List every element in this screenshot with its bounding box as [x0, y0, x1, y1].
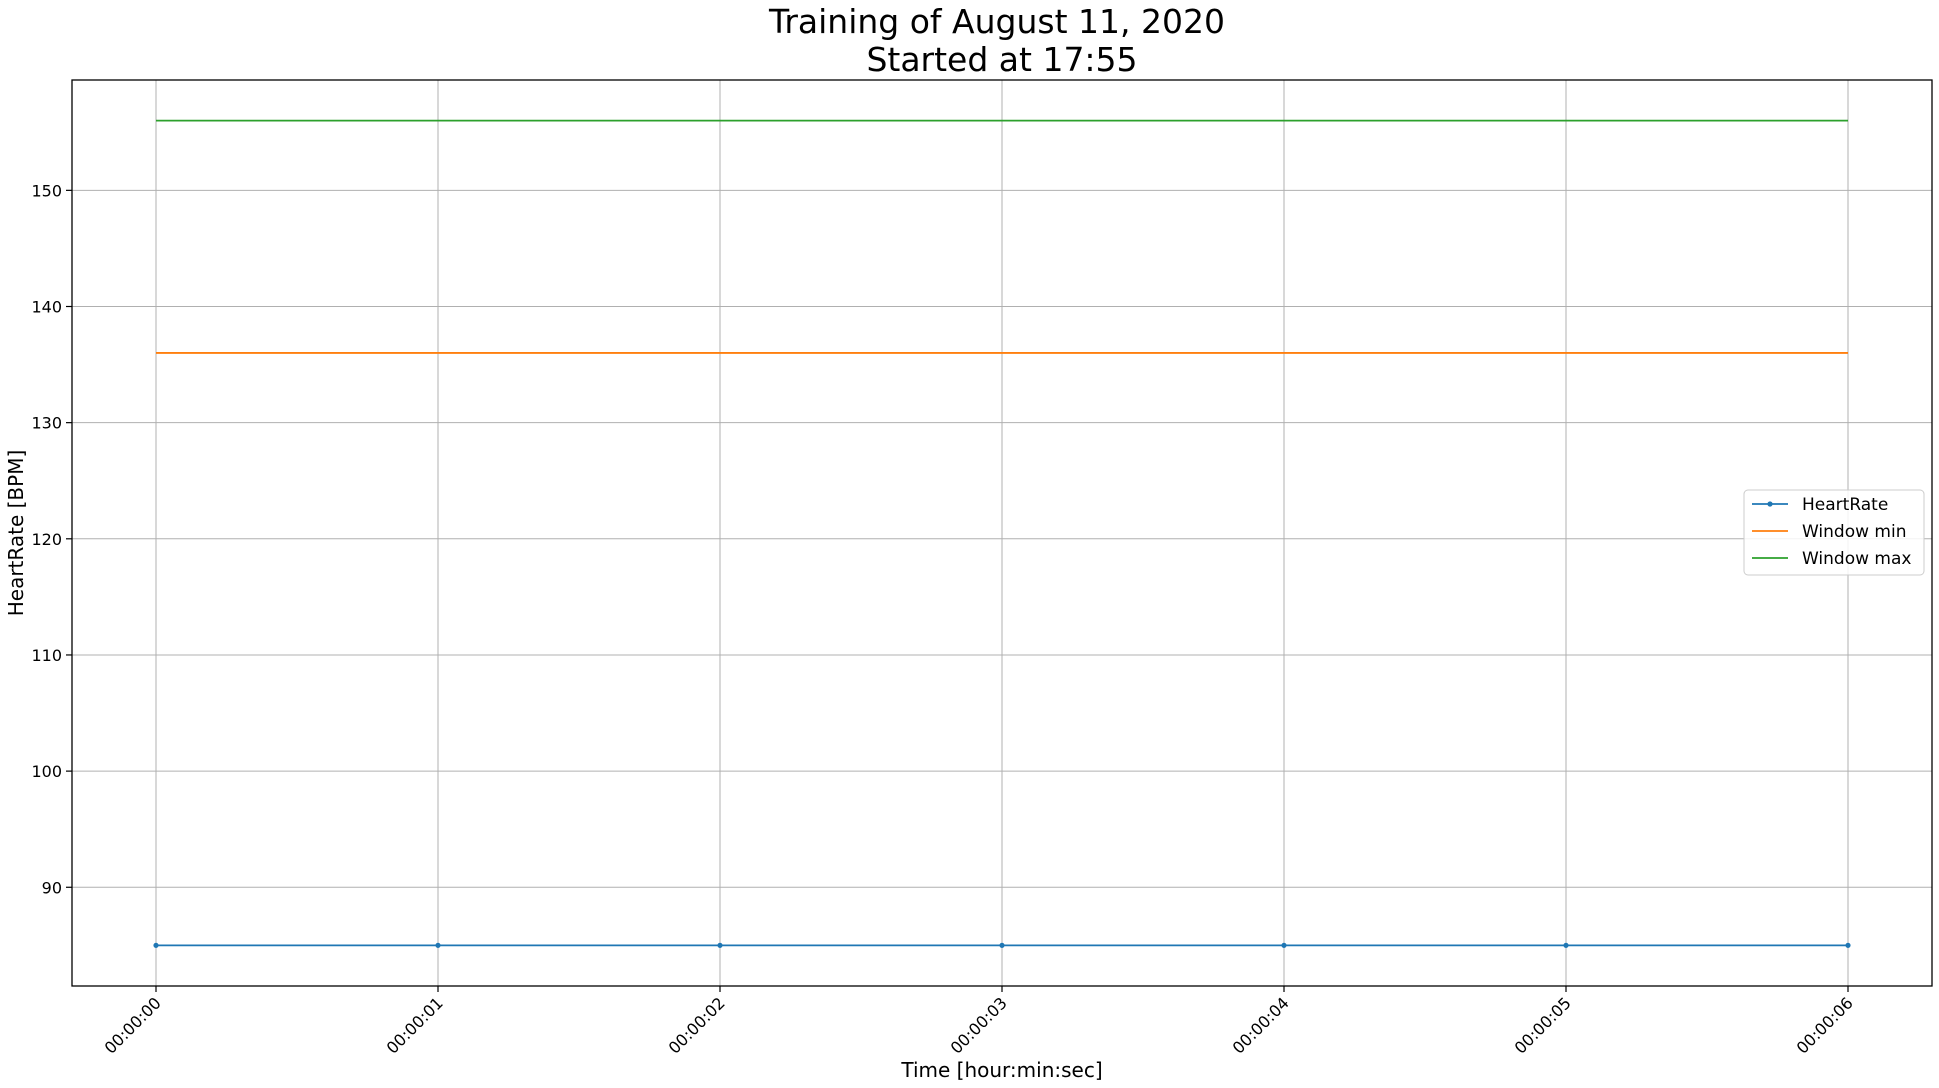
data-point: [999, 942, 1005, 948]
data-point: [153, 942, 159, 948]
y-tick-label: 110: [31, 646, 62, 665]
data-point: [1845, 942, 1851, 948]
y-axis-ticks: 90 100 110 120 130 140 150: [31, 181, 72, 897]
chart-title-line-1: Training of August 11, 2020: [768, 2, 1225, 41]
data-point: [1563, 942, 1569, 948]
legend-marker: [1767, 501, 1773, 507]
legend-box: [1743, 489, 1925, 576]
y-tick-label: 120: [31, 530, 62, 549]
y-tick-label: 150: [31, 181, 62, 200]
data-point: [717, 942, 723, 948]
legend-label: Window min: [1802, 522, 1907, 542]
legend: HeartRate Window min Window max: [1743, 489, 1925, 576]
data-point: [435, 942, 441, 948]
y-axis-label: HeartRate [BPM]: [4, 450, 28, 617]
legend-label: HeartRate: [1802, 495, 1888, 515]
y-tick-label: 90: [42, 878, 62, 897]
data-point: [1281, 942, 1287, 948]
legend-entries: HeartRate Window min Window max: [1752, 495, 1911, 569]
chart-title-line-2: Started at 17:55: [866, 40, 1137, 79]
data-series: [153, 119, 1851, 948]
y-tick-label: 100: [31, 762, 62, 781]
y-tick-label: 130: [31, 414, 62, 433]
y-tick-label: 140: [31, 298, 62, 317]
x-axis-label: Time [hour:min:sec]: [900, 1058, 1102, 1082]
legend-label: Window max: [1802, 549, 1911, 569]
